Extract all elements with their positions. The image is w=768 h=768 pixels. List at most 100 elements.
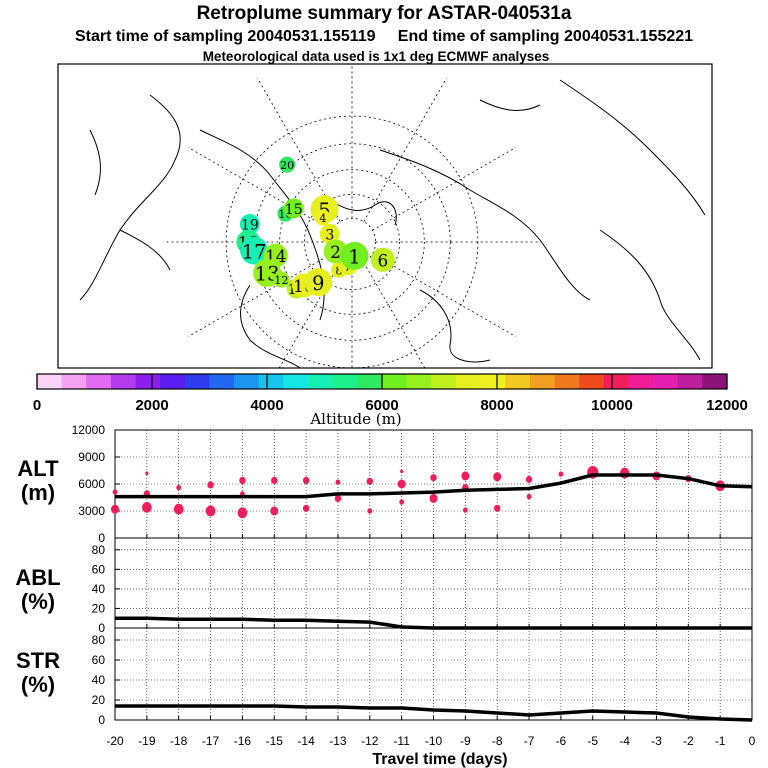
coastline (479, 99, 541, 111)
x-tick-label: -9 (460, 734, 471, 748)
x-tick-label: -18 (170, 734, 188, 748)
y-tick-label: 20 (92, 601, 106, 615)
x-tick-label: -4 (619, 734, 630, 748)
cluster-label: 8 (335, 264, 342, 277)
y-tick-label: 60 (92, 562, 106, 576)
x-tick-label: -10 (425, 734, 443, 748)
colorbar-swatch (357, 374, 383, 389)
colorbar-swatch (37, 374, 62, 389)
colorbar-swatch (431, 374, 457, 389)
altitude-marker (302, 476, 310, 484)
cluster-label: 17 (242, 240, 267, 263)
x-tick-label: -11 (393, 734, 410, 748)
colorbar-swatch (209, 374, 235, 389)
y-axis-label: ALT (17, 456, 59, 481)
x-tick-label: -3 (651, 734, 662, 748)
y-tick-label: 6000 (78, 477, 105, 491)
cluster-marker (370, 247, 395, 272)
altitude-marker (112, 489, 118, 495)
colorbar-swatch (702, 374, 728, 389)
altitude-marker (430, 474, 437, 482)
altitude-marker (145, 471, 149, 476)
altitude-marker (142, 502, 152, 513)
altitude-marker (397, 479, 406, 489)
x-tick-label: 0 (749, 734, 756, 748)
cluster-marker (240, 236, 269, 265)
cluster-marker (279, 156, 296, 173)
cluster-label: 15 (285, 202, 303, 218)
x-tick-label: -7 (524, 734, 535, 748)
altitude-marker (271, 476, 278, 484)
colorbar-swatch (332, 374, 358, 389)
altitude-marker (558, 471, 564, 477)
latitude-circle (279, 169, 425, 315)
colorbar-tick-label: 6000 (365, 397, 398, 414)
colorbar-swatch (529, 374, 555, 389)
colorbar-swatch (234, 374, 260, 389)
y-tick-label: 40 (92, 673, 106, 687)
y-axis-label: (%) (21, 589, 55, 614)
cluster-label: 9 (312, 272, 324, 295)
y-tick-label: 20 (92, 693, 106, 707)
altitude-marker (205, 505, 216, 517)
cluster-marker (340, 241, 369, 270)
map-frame (57, 63, 713, 369)
x-tick-label: -1 (715, 734, 726, 748)
x-tick-label: -17 (202, 734, 220, 748)
colorbar-swatch (283, 374, 309, 389)
y-tick-label: 12000 (72, 423, 106, 437)
y-axis-label: (m) (21, 480, 55, 505)
colorbar-swatch (480, 374, 506, 389)
colorbar-swatch (258, 374, 284, 389)
panel-alt: 0 3000 6000 9000 12000 ALT(m) (17, 423, 753, 545)
cluster-marker (283, 198, 304, 219)
y-tick-label: 60 (92, 653, 106, 667)
cluster-label: 4 (319, 212, 326, 225)
altitude-marker (366, 477, 373, 485)
colorbar-swatch (579, 374, 605, 389)
altitude-marker (525, 475, 533, 484)
colorbar-swatch (653, 374, 679, 389)
latitude-circle (303, 193, 401, 291)
x-tick-label: -6 (556, 734, 567, 748)
colorbar-swatch (628, 374, 654, 389)
colorbar-swatch (135, 374, 161, 389)
x-tick-label: -8 (492, 734, 503, 748)
altitude-marker (619, 467, 630, 479)
panel-abl: 0 20 40 60 80 ABL(%) (15, 537, 753, 635)
colorbar-swatch (308, 374, 334, 389)
colorbar-swatch (160, 374, 186, 389)
x-tick-label: -5 (587, 734, 598, 748)
x-tick-label: -12 (361, 734, 379, 748)
x-tick-label: -14 (297, 734, 315, 748)
cluster-marker (319, 223, 340, 244)
colorbar-swatch (677, 374, 703, 389)
x-axis-label: Travel time (days) (372, 751, 507, 768)
colorbar-tick-label: 4000 (250, 397, 283, 414)
x-tick-label: -16 (234, 734, 252, 748)
cluster-label: 13 (255, 263, 280, 286)
cluster-label: 1 (348, 246, 360, 269)
y-axis-label: ABL (15, 565, 60, 590)
cluster-label: 6 (377, 250, 388, 270)
y-tick-label: 0 (98, 621, 105, 635)
altitude-marker (207, 481, 214, 489)
series-line (115, 704, 753, 722)
x-tick-label: -13 (329, 734, 347, 748)
cluster-label: 2 (330, 242, 341, 262)
y-tick-label: 40 (92, 582, 106, 596)
coastline (379, 149, 591, 301)
colorbar-swatch (86, 374, 112, 389)
altitude-marker (526, 493, 532, 500)
y-tick-label: 3000 (78, 504, 105, 518)
figure-subtitle-met: Meteorological data used is 1x1 deg ECMW… (203, 49, 550, 64)
x-tick-label: -15 (266, 734, 284, 748)
y-tick-label: 0 (98, 531, 105, 545)
altitude-marker (111, 504, 119, 514)
altitude-marker (302, 504, 310, 512)
altitude-marker (494, 504, 501, 512)
altitude-marker (461, 471, 470, 481)
figure-subtitle: Start time of sampling 20040531.155119 E… (75, 28, 693, 45)
colorbar-swatch (406, 374, 432, 389)
